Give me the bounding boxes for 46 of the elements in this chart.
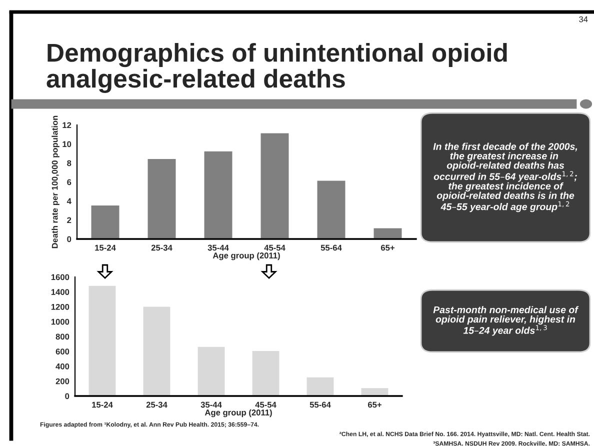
y-tick-label: 4 <box>66 198 72 204</box>
chart-title: Demographics of unintentional opioid analgesic-related deaths <box>46 43 507 93</box>
y-axis-title: Death rate per 100,000 population <box>52 116 60 248</box>
y-tick-label: 800 <box>56 334 70 340</box>
y-tick-label: 1200 <box>51 304 70 310</box>
y-tick-label: 1400 <box>51 289 70 295</box>
bar <box>87 284 118 396</box>
bar <box>146 158 178 239</box>
y-tick-label: 600 <box>56 348 70 354</box>
y-tick-label: 12 <box>62 122 72 128</box>
x-tick-label: 65+ <box>368 402 382 408</box>
bar <box>142 305 172 396</box>
bar <box>259 132 290 239</box>
bar <box>305 376 336 396</box>
bar <box>196 345 226 396</box>
x-axis-title: Age group (2011) <box>212 252 280 260</box>
x-tick-label: 25-34 <box>151 244 172 251</box>
y-tick-label: 1600 <box>51 274 70 280</box>
bar <box>372 226 404 239</box>
text: In the first decade of the 2000s, the greatest increase in opioid-related deaths has occurred in 55–64 year-olds$^{1,2}$; the greatest incidence of opioid-related deaths is in the 45–55 year-old age group$^{1,2}$ <box>433 142 578 212</box>
x-tick-label: 55-64 <box>310 402 331 408</box>
x-tick-label: 15-24 <box>92 402 113 408</box>
y-tick-label: 2 <box>67 217 72 224</box>
y-tick-label: 200 <box>56 378 70 384</box>
y-tick-label: 8 <box>67 160 72 166</box>
text: 34 <box>579 16 588 22</box>
x-tick-label: 55-64 <box>320 244 342 251</box>
y-tick-label: 0 <box>67 236 72 242</box>
x-tick-label: 35-44 <box>208 244 229 251</box>
text: Past-month non-medical use of opioid pain reliever, highest in 15–24 year olds$^{1,3}$ <box>433 306 579 336</box>
y-tick-label: 6 <box>67 179 72 186</box>
x-tick-label: 65+ <box>380 244 394 251</box>
bar <box>316 179 347 239</box>
y-tick-label: 0 <box>65 393 70 400</box>
y-tick-label: 1000 <box>51 318 70 325</box>
x-tick-label: 15-24 <box>95 244 116 251</box>
x-tick-label: 45-54 <box>255 402 276 408</box>
x-tick-label: 45-54 <box>264 244 286 251</box>
bar <box>202 150 234 239</box>
x-axis-title: Age group (2011) <box>204 409 272 418</box>
x-tick-label: 35-44 <box>200 402 222 408</box>
y-tick-label: 400 <box>56 363 70 370</box>
x-tick-label: 25-34 <box>146 402 168 408</box>
y-tick-label: 10 <box>62 141 72 148</box>
bar <box>250 350 281 396</box>
bar <box>90 204 121 239</box>
